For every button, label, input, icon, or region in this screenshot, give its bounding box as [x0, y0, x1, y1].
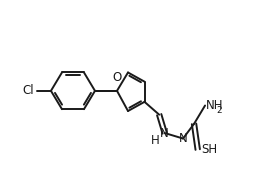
Text: O: O	[112, 71, 122, 84]
Text: 2: 2	[216, 106, 222, 115]
Text: Cl: Cl	[22, 84, 34, 97]
Text: N: N	[160, 126, 169, 139]
Text: N: N	[179, 132, 187, 145]
Text: SH: SH	[202, 143, 218, 156]
Text: NH: NH	[206, 99, 223, 112]
Text: H: H	[151, 134, 160, 147]
